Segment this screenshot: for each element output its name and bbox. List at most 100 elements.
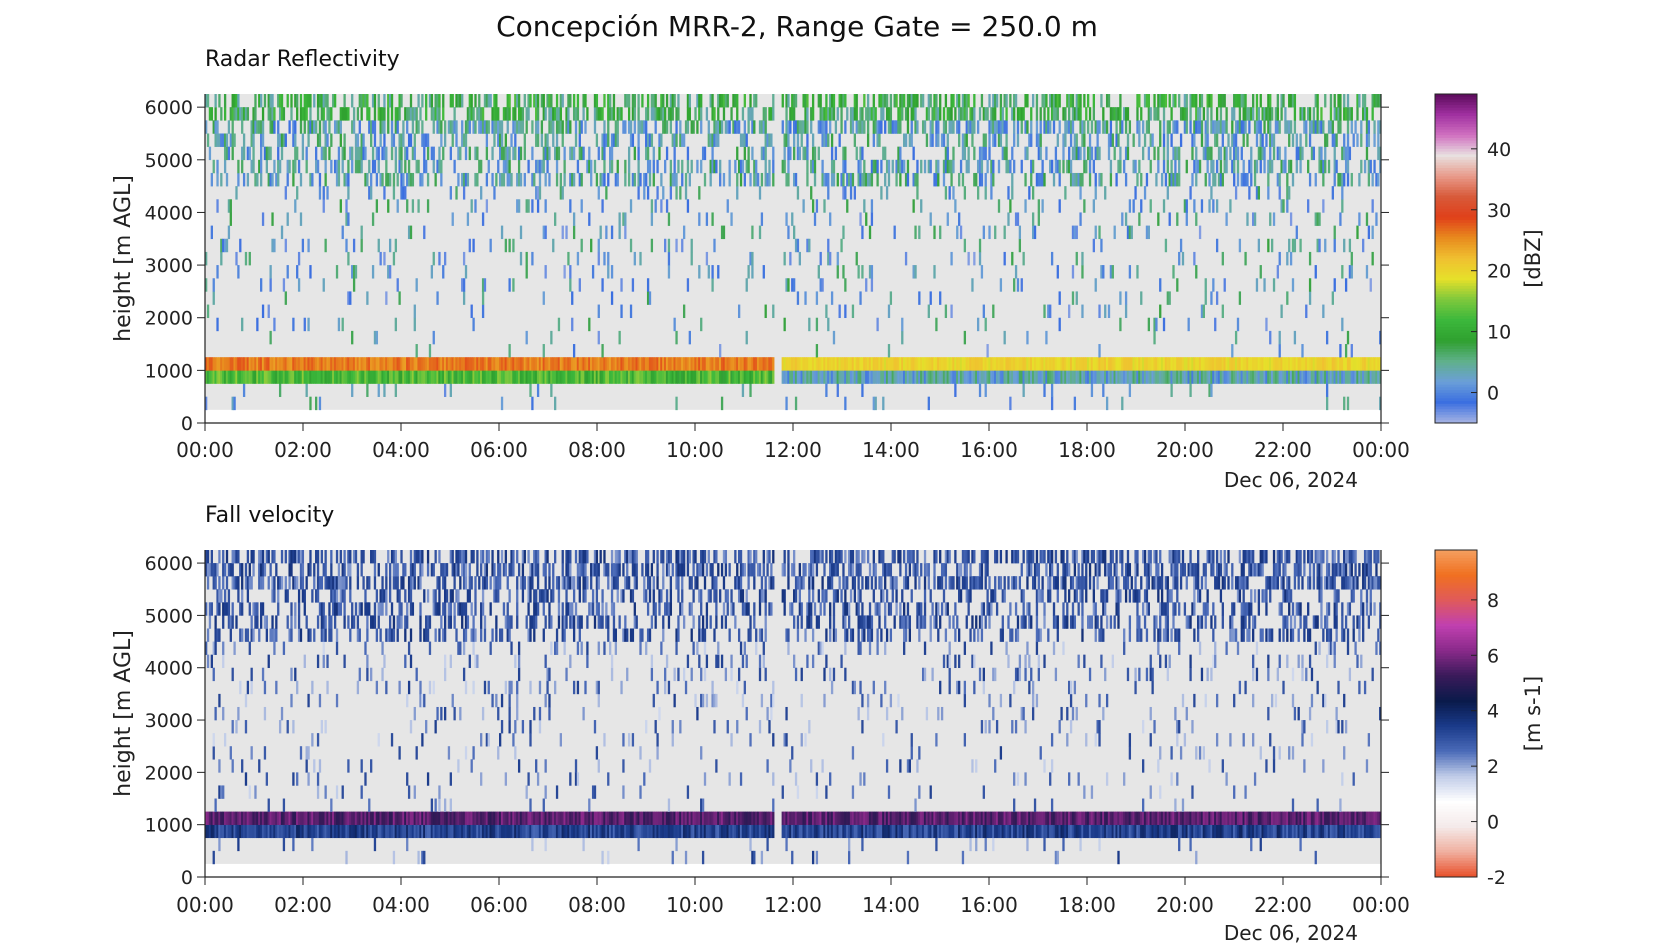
data-cell (753, 357, 756, 371)
colorbar-swatch (1435, 409, 1477, 413)
data-cell (1085, 159, 1088, 174)
data-cell (927, 159, 930, 174)
data-cell (1324, 159, 1327, 174)
data-cell (1105, 94, 1109, 108)
data-cell (643, 370, 646, 384)
data-cell (1178, 146, 1181, 161)
data-cell (419, 824, 422, 839)
data-cell (736, 370, 739, 384)
data-cell (1198, 120, 1202, 134)
data-cell (705, 370, 709, 384)
data-cell (438, 550, 441, 564)
data-cell (578, 278, 581, 292)
data-cell (205, 824, 208, 839)
data-cell (260, 576, 263, 590)
data-cell (1058, 357, 1061, 371)
data-cell (1297, 357, 1300, 371)
data-cell (811, 146, 815, 161)
data-cell (442, 107, 445, 121)
data-cell (861, 172, 864, 187)
data-cell (1272, 133, 1276, 147)
data-cell (413, 304, 416, 319)
data-cell (430, 94, 434, 108)
data-cell (1011, 172, 1014, 187)
data-cell (552, 120, 555, 134)
data-cell (1282, 159, 1285, 174)
data-cell (292, 159, 295, 174)
data-cell (1111, 357, 1114, 371)
data-cell (225, 576, 229, 590)
data-cell (225, 824, 229, 839)
data-cell (229, 824, 232, 839)
data-cell (870, 278, 874, 292)
colorbar-swatch (1435, 214, 1477, 218)
data-cell (946, 370, 949, 384)
data-cell (1259, 146, 1262, 161)
data-cell (423, 850, 426, 865)
data-cell (383, 357, 386, 371)
data-cell (269, 824, 272, 839)
data-cell (690, 370, 693, 384)
data-cell (688, 357, 691, 371)
data-cell (662, 357, 665, 371)
data-cell (303, 654, 306, 669)
data-cell (884, 94, 887, 108)
data-cell (521, 120, 525, 134)
data-cell (1119, 159, 1122, 174)
data-cell (343, 589, 346, 603)
data-cell (462, 133, 466, 147)
data-cell (233, 550, 236, 564)
data-cell (1191, 357, 1194, 371)
data-cell (637, 159, 640, 174)
data-cell (258, 759, 261, 773)
colorbar-swatch (1435, 94, 1477, 98)
data-cell (212, 278, 215, 292)
data-cell (1318, 146, 1321, 161)
data-cell (948, 357, 951, 371)
data-cell (474, 146, 477, 161)
data-cell (766, 133, 769, 147)
data-cell (254, 824, 257, 839)
data-cell (261, 120, 265, 134)
data-cell (419, 550, 422, 564)
data-cell (654, 370, 657, 384)
data-cell (421, 733, 424, 747)
data-cell (239, 107, 242, 121)
data-cell (398, 811, 401, 825)
data-cell (1145, 120, 1149, 134)
data-cell (787, 146, 790, 161)
data-cell (286, 370, 289, 384)
data-cell (250, 811, 253, 825)
data-cell (254, 107, 257, 121)
data-cell (250, 628, 253, 642)
data-cell (278, 94, 282, 108)
data-cell (1016, 370, 1020, 384)
data-cell (1339, 94, 1342, 108)
data-cell (616, 159, 619, 174)
data-cell (785, 133, 788, 147)
colorbar-swatch (1435, 102, 1477, 106)
data-cell (237, 550, 240, 564)
data-cell (990, 120, 993, 134)
data-cell (1168, 172, 1171, 187)
data-cell (457, 370, 460, 384)
data-cell (876, 159, 879, 174)
data-cell (978, 251, 982, 266)
data-cell (250, 120, 253, 134)
data-cell (868, 107, 872, 121)
data-cell (533, 370, 536, 384)
data-cell (978, 238, 982, 253)
data-cell (208, 563, 212, 577)
data-cell (457, 759, 460, 773)
data-cell (1157, 107, 1160, 121)
data-cell (1362, 107, 1365, 121)
data-cell (950, 120, 953, 134)
data-cell (588, 317, 591, 332)
data-cell (944, 304, 948, 319)
data-cell (415, 357, 418, 371)
colorbar-swatch (1435, 228, 1477, 232)
data-cell (328, 628, 331, 642)
data-cell (333, 576, 337, 590)
data-cell (483, 94, 487, 108)
